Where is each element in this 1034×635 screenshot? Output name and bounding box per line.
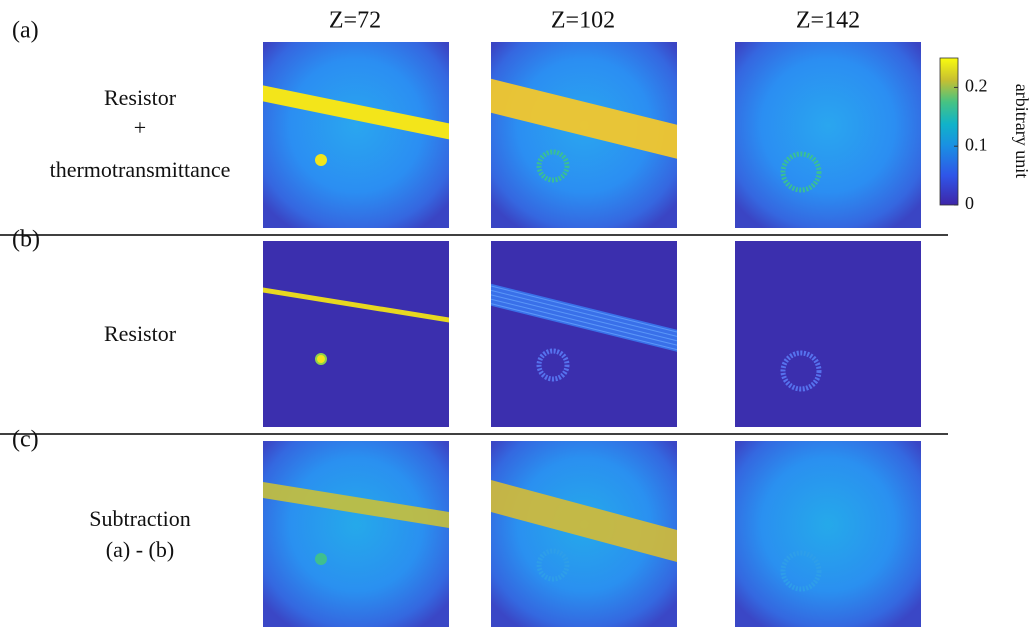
ring xyxy=(780,550,822,592)
row-text: (a) - (b) xyxy=(106,537,174,562)
stripe xyxy=(491,78,677,159)
row-label: (b) xyxy=(12,227,40,253)
panel xyxy=(735,42,921,228)
colorbar xyxy=(939,57,959,206)
column-header: Z=142 xyxy=(796,8,860,34)
row-text: thermotransmittance xyxy=(50,157,231,182)
spot xyxy=(315,553,327,565)
panel xyxy=(263,241,449,427)
panel-bg xyxy=(735,241,921,427)
stripe-line xyxy=(491,303,677,351)
ring xyxy=(780,350,822,392)
panel xyxy=(735,441,921,627)
row-text: Resistor xyxy=(104,321,177,346)
colorbar-tick-label: 0.1 xyxy=(965,134,988,154)
ring xyxy=(536,149,570,183)
panel-bg xyxy=(735,42,921,228)
colorbar-tick-label: 0 xyxy=(965,193,974,213)
panel xyxy=(491,241,677,427)
column-header: Z=102 xyxy=(551,8,615,34)
panel-bg xyxy=(263,241,449,427)
ring xyxy=(536,548,570,582)
colorbar-label: arbitrary unit xyxy=(1012,84,1032,178)
row-label: (c) xyxy=(12,427,39,453)
column-header: Z=72 xyxy=(329,8,381,34)
stripe xyxy=(263,85,449,140)
row-text: Resistor xyxy=(104,85,177,110)
stripe xyxy=(491,480,677,562)
stripe-line xyxy=(491,289,677,337)
row-label: (a) xyxy=(12,18,39,44)
panel xyxy=(263,441,449,627)
stripe xyxy=(263,482,449,528)
panel-bg xyxy=(263,42,449,228)
row-text: Subtraction xyxy=(89,506,190,531)
stripe-line xyxy=(491,298,677,346)
row-text: + xyxy=(134,115,146,140)
panel xyxy=(263,42,449,228)
stripe-line xyxy=(491,285,677,333)
ring xyxy=(536,348,570,382)
panel xyxy=(491,42,677,228)
stripe-line xyxy=(491,294,677,342)
panel-bg xyxy=(735,441,921,627)
panel xyxy=(491,441,677,627)
panel-bg xyxy=(263,441,449,627)
ring xyxy=(780,151,822,193)
panel xyxy=(735,241,921,427)
spot xyxy=(315,353,327,365)
stripe xyxy=(263,287,449,323)
colorbar-tick-label: 0.2 xyxy=(965,76,988,96)
spot xyxy=(315,154,327,166)
